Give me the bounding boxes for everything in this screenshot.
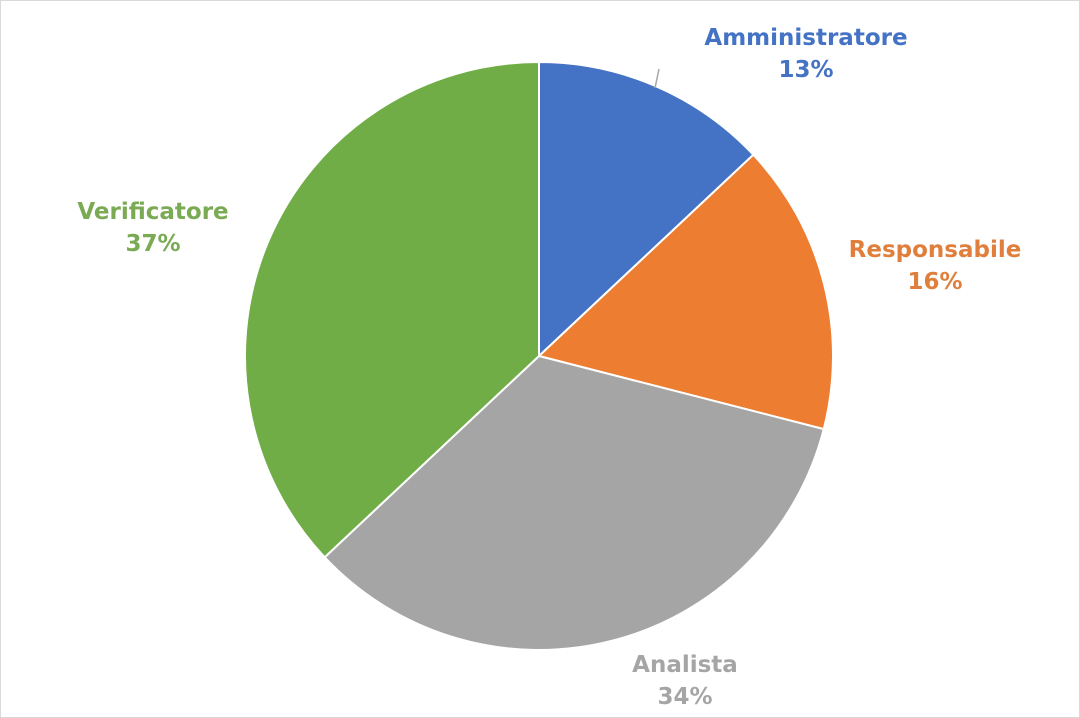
leader-line-amministratore — [654, 68, 660, 89]
data-label-name-responsabile: Responsabile — [849, 237, 1022, 263]
data-label-name-verificatore: Verificatore — [77, 199, 228, 225]
data-label-percent-responsabile: 16% — [907, 269, 962, 295]
pie-slice-responsabile — [536, 153, 834, 431]
data-label-percent-analista: 34% — [657, 684, 712, 710]
data-label-name-amministratore: Amministratore — [704, 25, 907, 51]
data-label-percent-amministratore: 13% — [778, 57, 833, 83]
data-label-percent-verificatore: 37% — [125, 231, 180, 257]
pie-slice-analista — [323, 354, 825, 651]
pie-slice-verificatore — [244, 60, 540, 559]
data-label-name-analista: Analista — [632, 652, 738, 678]
